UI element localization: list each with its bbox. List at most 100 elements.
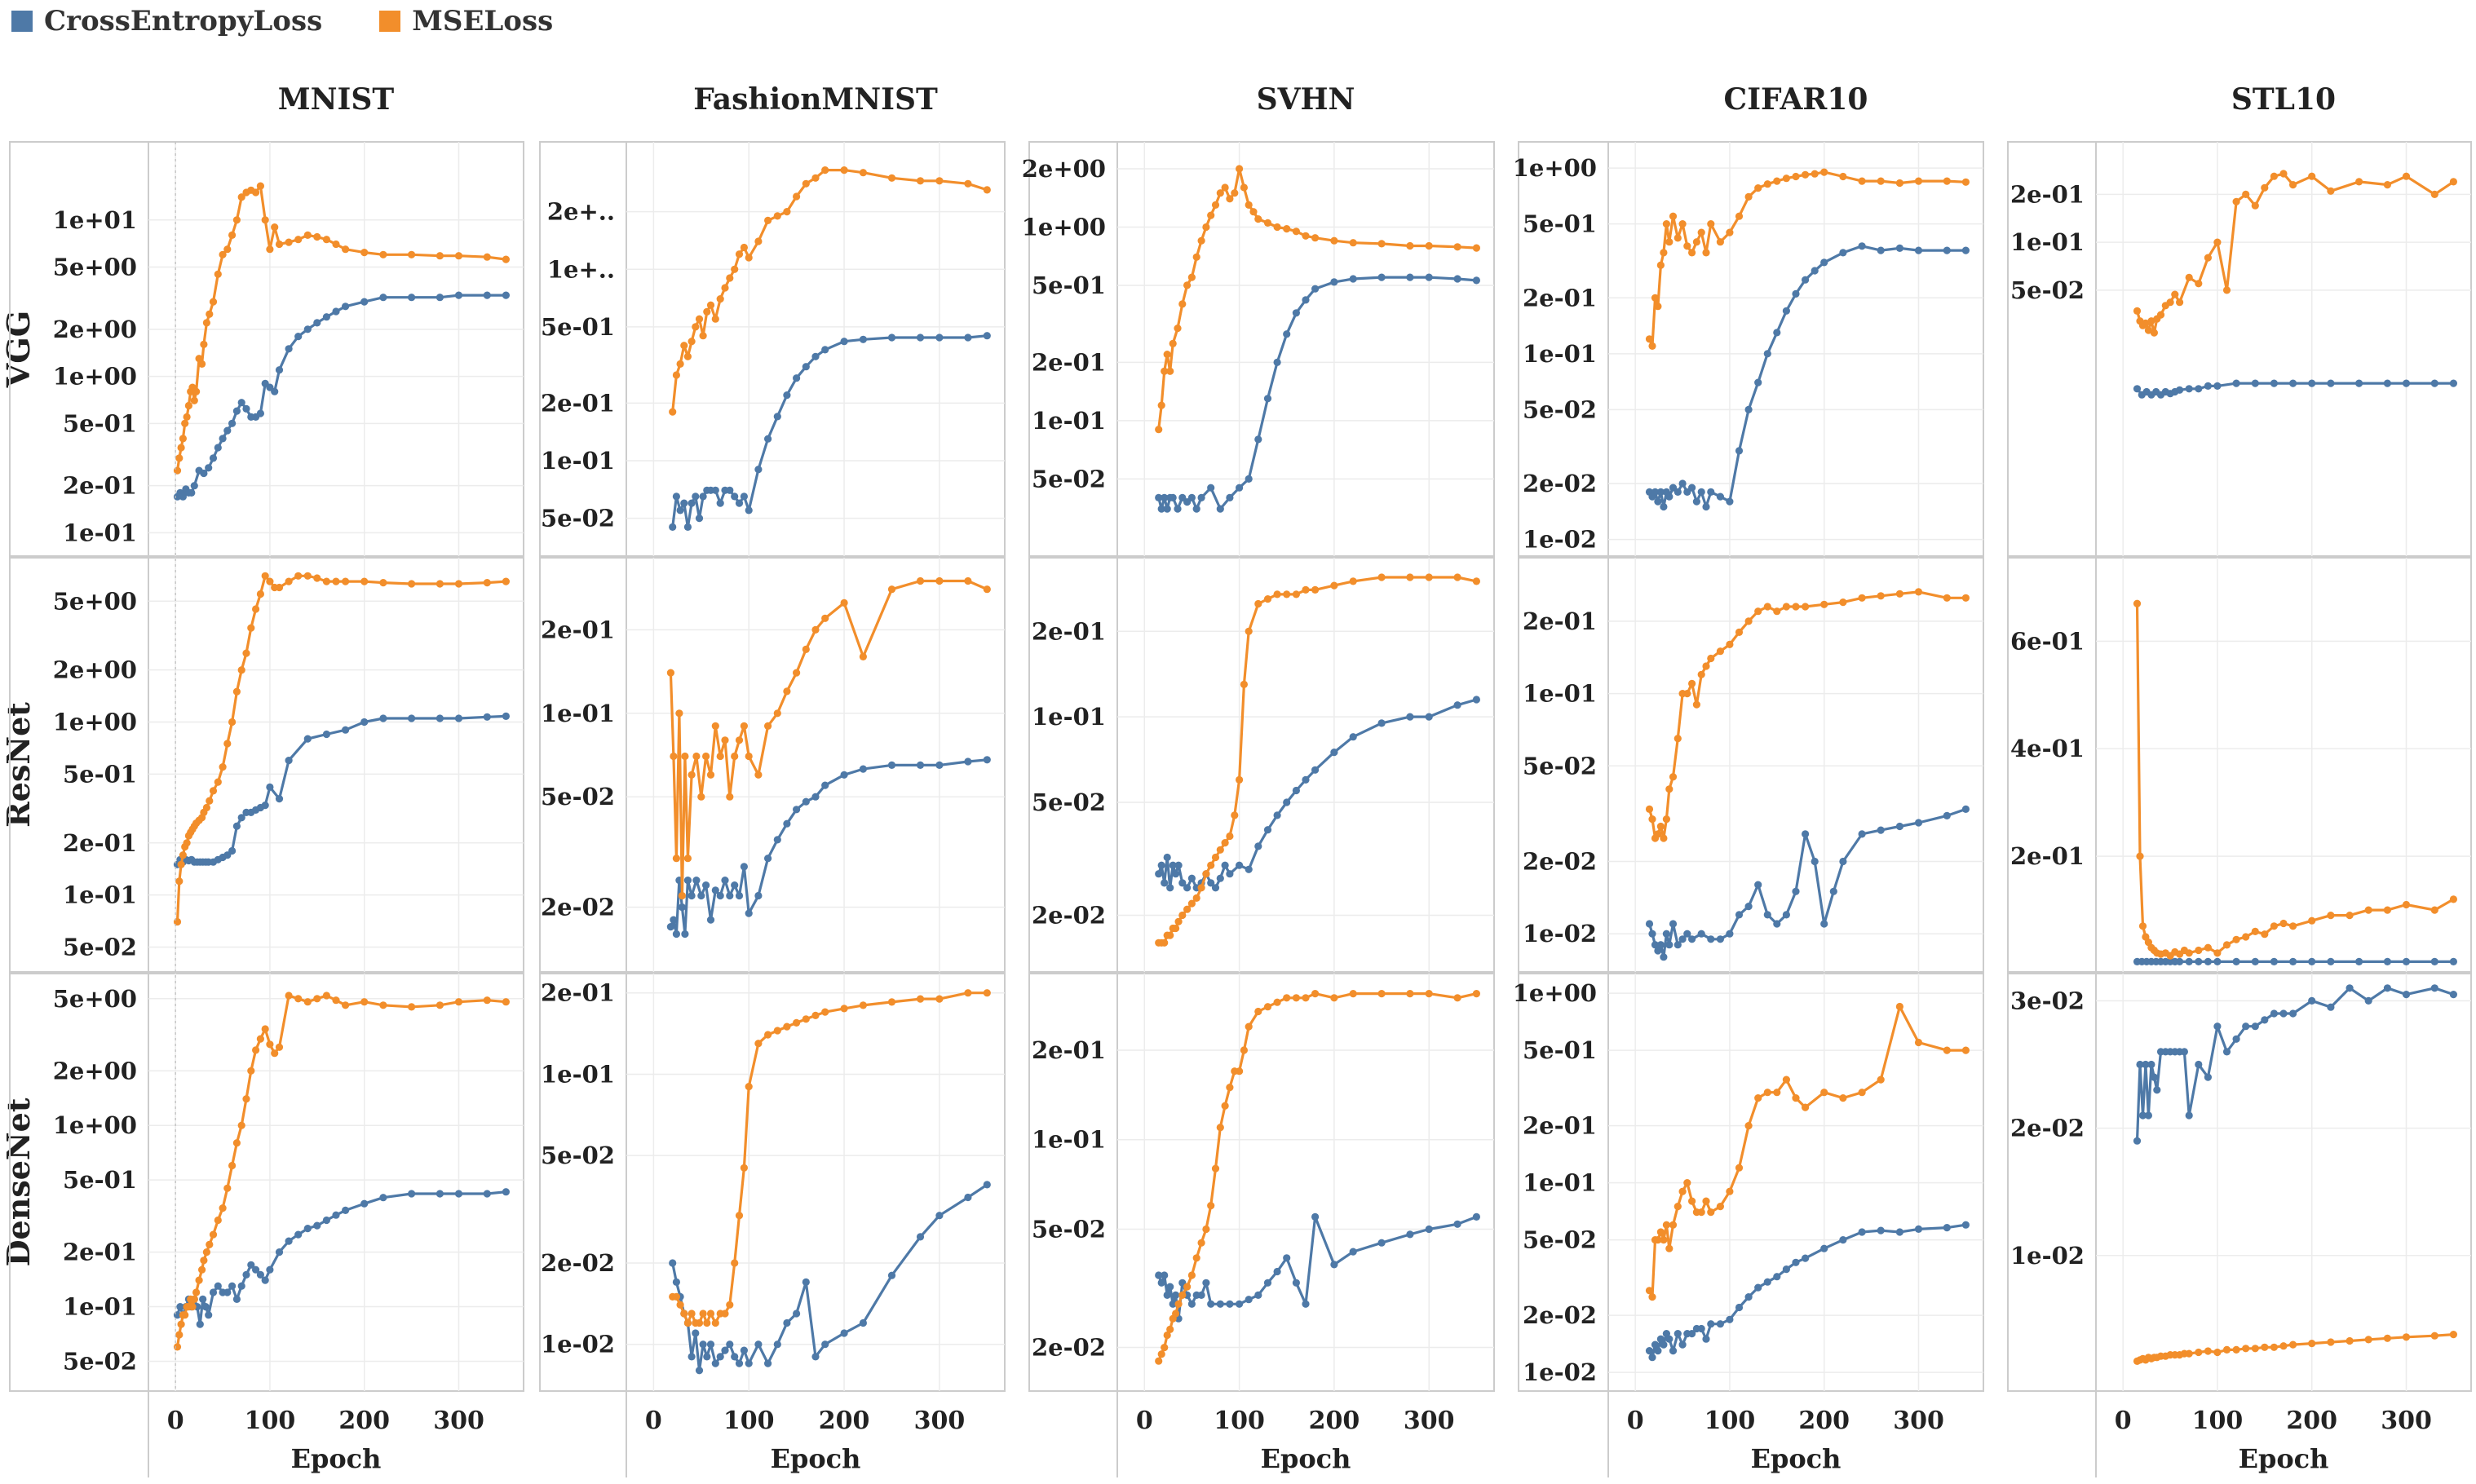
point-densenet-cifar10-crossentropyloss-30 [1877, 1226, 1885, 1234]
point-vgg-svhn-mseloss-16 [1221, 183, 1229, 192]
x-tick-mnist-300: 300 [433, 1407, 484, 1435]
point-densenet-stl10-crossentropyloss-14 [2185, 1111, 2193, 1120]
point-vgg-cifar10-crossentropyloss-23 [1773, 329, 1781, 337]
point-vgg-cifar10-mseloss-14 [1697, 228, 1705, 236]
point-resnet-mnist-mseloss-22 [237, 666, 245, 674]
point-densenet-mnist-mseloss-4 [181, 1311, 189, 1319]
point-vgg-cifar10-mseloss-4 [1656, 261, 1665, 269]
point-vgg-cifar10-mseloss-16 [1707, 220, 1715, 228]
panel-frame-vgg-fashionmnist [539, 141, 1006, 557]
point-vgg-cifar10-crossentropyloss-17 [1716, 492, 1724, 501]
point-vgg-cifar10-mseloss-33 [1914, 177, 1923, 185]
point-densenet-svhn-crossentropyloss-13 [1202, 1279, 1210, 1287]
point-densenet-mnist-mseloss-15 [206, 1240, 214, 1248]
point-resnet-fashionmnist-crossentropyloss-25 [802, 797, 810, 806]
point-vgg-mnist-mseloss-9 [190, 396, 198, 404]
point-resnet-svhn-crossentropyloss-16 [1216, 874, 1224, 882]
y-tick-vgg-mnist-0: 1e-01 [63, 519, 137, 546]
point-vgg-cifar10-mseloss-25 [1792, 172, 1800, 181]
point-densenet-fashionmnist-crossentropyloss-0 [669, 1259, 677, 1267]
point-vgg-cifar10-mseloss-13 [1692, 238, 1700, 246]
point-densenet-mnist-crossentropyloss-12 [209, 1288, 218, 1296]
point-resnet-cifar10-crossentropyloss-1 [1648, 930, 1656, 938]
point-densenet-fashionmnist-mseloss-27 [840, 1005, 848, 1013]
point-densenet-svhn-mseloss-1 [1157, 1350, 1165, 1358]
point-densenet-cifar10-mseloss-19 [1735, 1164, 1744, 1172]
point-resnet-svhn-mseloss-26 [1283, 590, 1291, 598]
point-densenet-stl10-mseloss-30 [2383, 1334, 2391, 1342]
point-vgg-cifar10-mseloss-34 [1943, 177, 1951, 185]
point-resnet-mnist-mseloss-31 [285, 577, 293, 585]
point-vgg-svhn-mseloss-7 [1178, 300, 1187, 308]
point-vgg-svhn-crossentropyloss-20 [1283, 330, 1291, 338]
point-densenet-svhn-crossentropyloss-27 [1349, 1248, 1357, 1256]
point-resnet-fashionmnist-mseloss-4 [678, 891, 687, 900]
legend-item-mse[interactable]: MSELoss [379, 5, 553, 38]
point-vgg-fashionmnist-crossentropyloss-21 [773, 413, 781, 421]
point-densenet-mnist-crossentropyloss-25 [275, 1248, 284, 1257]
point-densenet-fashionmnist-crossentropyloss-16 [735, 1359, 744, 1367]
y-tick-densenet-cifar10-4: 2e-01 [1523, 1112, 1597, 1140]
point-resnet-cifar10-mseloss-20 [1744, 617, 1753, 625]
point-resnet-svhn-crossentropyloss-4 [1166, 884, 1174, 892]
point-densenet-svhn-mseloss-14 [1207, 1202, 1215, 1210]
point-densenet-stl10-crossentropyloss-33 [2449, 991, 2457, 999]
point-vgg-cifar10-crossentropyloss-34 [1943, 246, 1951, 254]
point-resnet-mnist-mseloss-44 [502, 577, 511, 585]
point-vgg-stl10-crossentropyloss-21 [2383, 379, 2391, 387]
point-resnet-fashionmnist-mseloss-2 [672, 855, 681, 863]
point-densenet-mnist-crossentropyloss-31 [332, 1211, 340, 1219]
point-vgg-svhn-crossentropyloss-30 [1472, 276, 1480, 285]
point-densenet-mnist-crossentropyloss-33 [360, 1199, 369, 1208]
point-densenet-mnist-crossentropyloss-30 [322, 1216, 330, 1225]
point-vgg-fashionmnist-mseloss-1 [672, 371, 681, 379]
point-resnet-stl10-crossentropyloss-17 [2289, 957, 2297, 965]
point-vgg-svhn-mseloss-32 [1377, 240, 1386, 248]
point-densenet-fashionmnist-crossentropyloss-25 [811, 1353, 820, 1361]
point-resnet-fashionmnist-crossentropyloss-26 [811, 793, 820, 801]
point-densenet-fashionmnist-crossentropyloss-10 [706, 1340, 715, 1349]
point-resnet-stl10-crossentropyloss-10 [2185, 957, 2193, 965]
point-vgg-mnist-mseloss-27 [261, 216, 269, 224]
point-densenet-mnist-crossentropyloss-8 [196, 1320, 204, 1328]
y-tick-vgg-stl10-1: 1e-01 [2010, 228, 2085, 256]
x-axis-label-mnist: Epoch [291, 1443, 382, 1474]
point-densenet-cifar10-crossentropyloss-19 [1735, 1303, 1744, 1312]
point-resnet-cifar10-mseloss-6 [1662, 815, 1670, 824]
point-vgg-mnist-mseloss-12 [198, 360, 206, 368]
point-densenet-svhn-crossentropyloss-22 [1283, 1254, 1291, 1262]
y-tick-resnet-cifar10-1: 2e-02 [1523, 848, 1597, 876]
point-densenet-mnist-crossentropyloss-15 [223, 1288, 232, 1296]
point-densenet-cifar10-crossentropyloss-33 [1943, 1224, 1951, 1232]
y-tick-vgg-cifar10-2: 5e-02 [1523, 395, 1597, 423]
point-vgg-svhn-crossentropyloss-5 [1169, 493, 1177, 502]
point-resnet-mnist-mseloss-34 [313, 574, 321, 582]
point-vgg-stl10-mseloss-4 [2144, 326, 2152, 334]
point-vgg-mnist-crossentropyloss-8 [200, 469, 208, 478]
point-vgg-svhn-mseloss-14 [1211, 201, 1220, 209]
point-vgg-mnist-mseloss-21 [232, 216, 241, 224]
point-densenet-svhn-mseloss-18 [1226, 1084, 1234, 1092]
point-vgg-mnist-mseloss-15 [206, 310, 214, 318]
point-resnet-cifar10-mseloss-15 [1702, 662, 1710, 670]
point-resnet-cifar10-crossentropyloss-3 [1654, 947, 1662, 955]
panel-densenet-svhn: 2e-02 5e-02 1e-01 2e-01 [1028, 973, 1495, 1392]
point-densenet-stl10-crossentropyloss-31 [2402, 991, 2411, 999]
point-resnet-cifar10-crossentropyloss-16 [1726, 930, 1734, 938]
point-densenet-svhn-mseloss-0 [1155, 1357, 1163, 1365]
point-vgg-mnist-crossentropyloss-9 [205, 464, 213, 472]
point-densenet-fashionmnist-mseloss-14 [726, 1301, 734, 1309]
point-resnet-svhn-crossentropyloss-0 [1155, 870, 1163, 878]
x-tick-svhn-0: 0 [1136, 1407, 1153, 1435]
point-densenet-mnist-crossentropyloss-13 [214, 1282, 222, 1290]
point-densenet-svhn-crossentropyloss-15 [1216, 1300, 1224, 1308]
y-tick-resnet-mnist-1: 1e-01 [63, 881, 137, 909]
point-resnet-cifar10-mseloss-12 [1688, 679, 1696, 688]
legend-item-cross-entropy[interactable]: CrossEntropyLoss [11, 5, 322, 38]
legend-swatch-mse [379, 11, 401, 32]
point-resnet-stl10-crossentropyloss-9 [2176, 957, 2184, 965]
point-vgg-mnist-mseloss-41 [436, 252, 444, 260]
point-resnet-fashionmnist-crossentropyloss-23 [783, 819, 791, 828]
point-densenet-svhn-mseloss-34 [1425, 990, 1433, 998]
point-densenet-mnist-crossentropyloss-11 [205, 1311, 213, 1319]
